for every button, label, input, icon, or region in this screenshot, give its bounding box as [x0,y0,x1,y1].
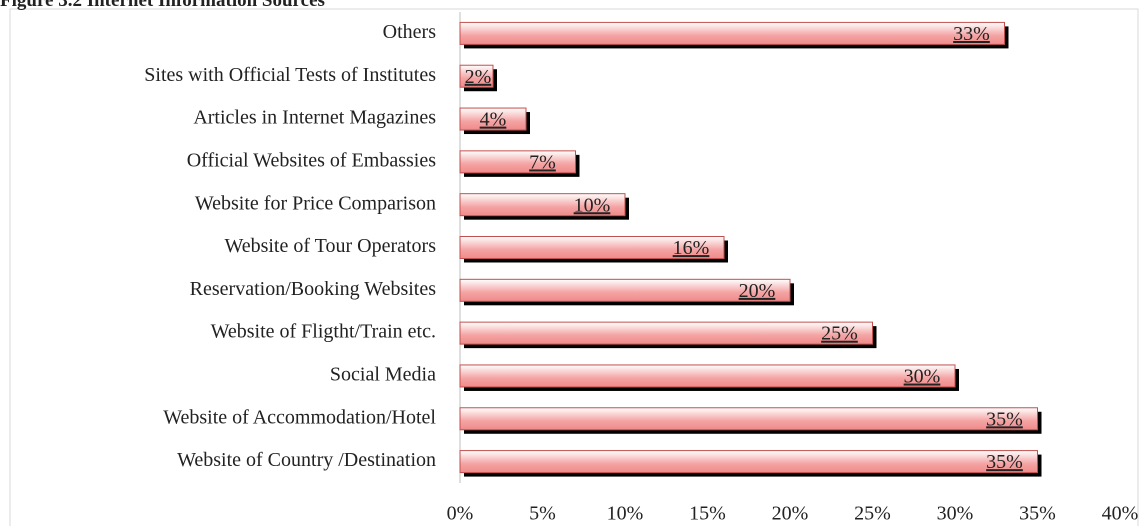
bar [459,150,576,174]
bar [459,450,1038,474]
value-label: 35% [986,408,1023,430]
bar [459,321,873,345]
x-tick-label: 10% [607,503,644,525]
y-tick-label: Website of Accommodation/Hotel [163,406,436,428]
y-tick-label: Reservation/Booking Websites [190,278,437,300]
y-tick-label: Website of Fligtht/Train etc. [211,321,436,343]
value-label: 33% [953,23,990,45]
bar [459,64,494,88]
bar [459,364,956,388]
value-label: 10% [574,194,611,216]
value-label: 35% [986,451,1023,473]
y-tick-label: Articles in Internet Magazines [193,107,436,129]
y-tick-label: Social Media [330,364,436,386]
value-label: 2% [465,66,492,88]
y-tick-label: Website of Tour Operators [224,235,436,257]
y-tick-label: Website of Country /Destination [177,449,436,471]
x-tick-label: 0% [447,503,474,525]
value-label: 4% [480,109,507,131]
bar [459,107,527,131]
y-tick-label: Sites with Official Tests of Institutes [144,64,436,86]
x-tick-label: 15% [689,503,726,525]
x-tick-label: 35% [1019,503,1056,525]
bar [459,21,1005,45]
x-tick-label: 20% [772,503,809,525]
x-tick-label: 5% [529,503,556,525]
value-label: 16% [673,237,710,259]
value-label: 25% [821,323,858,345]
y-tick-label: Others [383,21,437,43]
bar [459,407,1038,431]
chart-frame [9,8,1139,526]
bar [459,193,626,217]
value-label: 30% [904,366,941,388]
bar [459,236,725,259]
chart-title: Figure 3.2 Internet Information Sources [0,0,325,11]
x-tick-label: 25% [854,503,891,525]
y-tick-label: Website for Price Comparison [195,192,436,214]
x-tick-label: 30% [937,503,974,525]
y-tick-label: Official Websites of Embassies [187,149,436,171]
value-label: 7% [529,151,556,173]
bar [459,278,791,302]
x-tick-label: 40% [1102,503,1139,525]
value-label: 20% [739,280,776,302]
